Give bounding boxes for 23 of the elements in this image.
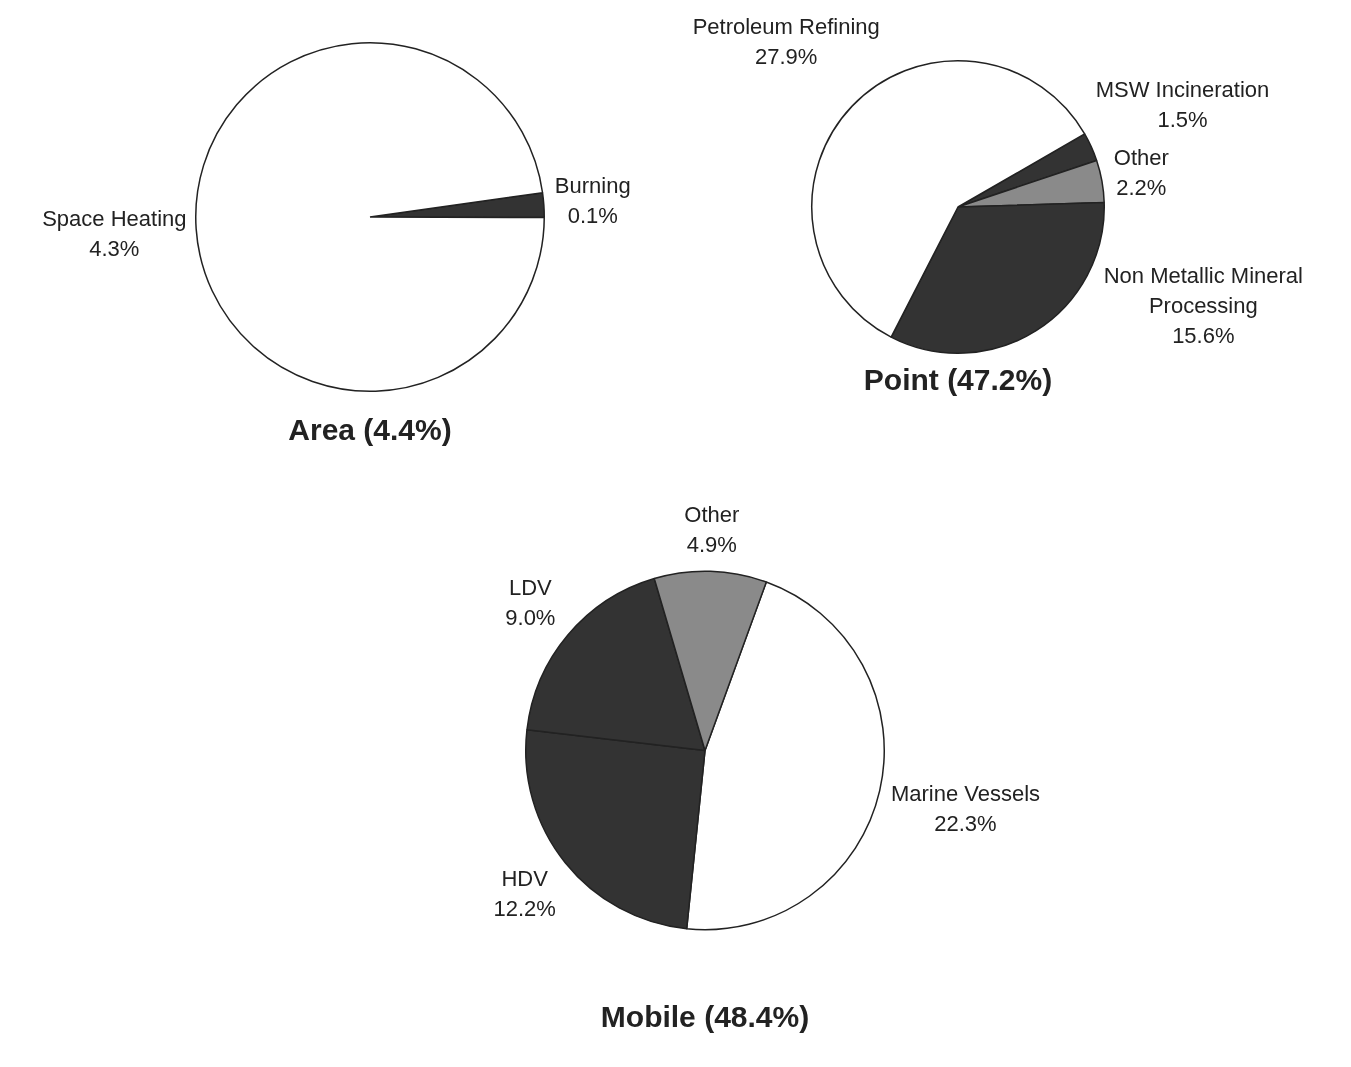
slice-label: Other [684,502,740,528]
text: Area (4.4%) [288,413,452,447]
data-label: 15.6% [1172,323,1235,349]
data-label: 9.0% [505,604,556,630]
slice-label: Petroleum Refining [692,14,880,40]
data-label: 22.3% [934,811,997,837]
slice-label: HDV [501,866,549,892]
slice-label: Space Heating [42,205,187,231]
data-label: 12.2% [493,896,556,922]
text: Point (47.2%) [863,363,1053,397]
data-label: 4.3% [89,235,140,261]
data-label: 2.2% [1116,175,1167,201]
slice-label: Marine Vessels [890,781,1041,807]
data-label: 27.9% [755,44,818,70]
slice-label: Non Metallic Mineral Processing [1103,263,1303,319]
text: Mobile (48.4%) [600,1000,810,1034]
slice-label: Other [1113,145,1169,171]
slice-label: MSW Incineration [1095,76,1270,102]
data-label: 1.5% [1157,106,1208,132]
slice-label: Burning [554,172,631,198]
data-label: 0.1% [567,202,618,228]
slice-label: LDV [508,574,553,600]
data-label: 4.9% [686,532,737,558]
